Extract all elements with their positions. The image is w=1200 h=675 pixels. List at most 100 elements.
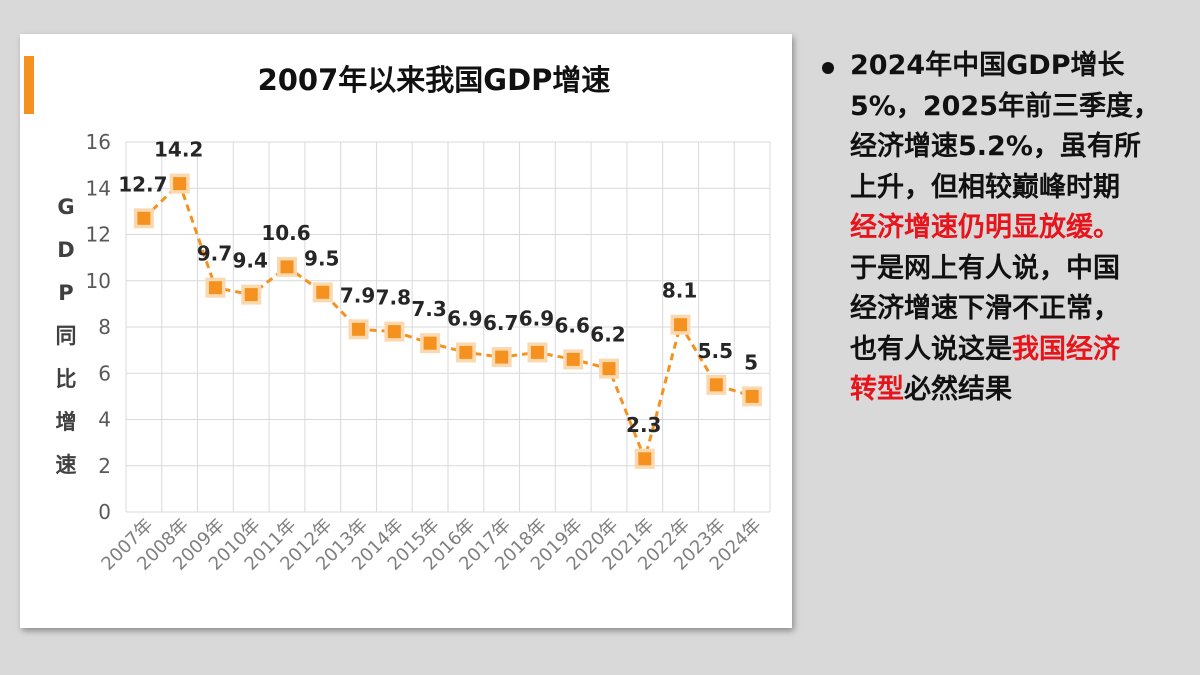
gridlines [125,141,771,513]
commentary-line: 经济增速仍明显放缓。 [850,208,1172,249]
data-point [455,342,476,363]
commentary-line: 经济增速下滑不正常， [850,289,1172,330]
data-point-marker [387,325,401,339]
data-label: 7.8 [376,286,411,310]
commentary-line: 经济增速5.2%，虽有所 [850,127,1172,168]
commentary-line: 2024年中国GDP增长 [850,46,1172,87]
chart-title: 2007年以来我国GDP增速 [258,63,611,97]
data-point-marker [674,318,688,332]
highlighted-text: 转型 [850,374,904,405]
commentary-paragraph: 2024年中国GDP增长 5%，2025年前三季度， 经济增速5.2%，虽有所 上升，… [850,46,1172,411]
y-tick-label: 12 [86,223,111,247]
highlighted-text: 经济增速仍明显放缓。 [850,212,1120,243]
data-label: 6.9 [519,306,554,330]
data-point [599,358,619,379]
data-label: 7.3 [411,297,446,321]
data-point-marker [459,345,473,359]
commentary-segment: 于是网上有人说，中国 [850,252,1120,284]
y-axis-label-char: P [58,281,73,305]
y-axis-label-char: D [57,238,74,262]
data-label: 2.3 [626,413,661,437]
accent-bar [24,56,34,114]
commentary-segment: 上升，但相较巅峰时期 [850,171,1120,203]
data-point [634,448,655,469]
data-point-marker [137,211,151,225]
data-point-marker [638,452,652,466]
data-label: 12.7 [118,172,167,196]
commentary-line: 也有人说这是我国经济 [850,330,1172,371]
data-point-marker [745,389,759,403]
data-point [706,374,727,395]
data-point-marker [602,362,616,376]
commentary-segment: 必然结果 [904,374,1012,405]
data-point-marker [566,352,580,366]
data-label: 14.2 [154,138,203,162]
data-point [742,386,763,407]
data-label: 6.7 [483,311,518,335]
y-axis-label-char: 速 [56,453,77,477]
commentary-segment: 经济增速5.2%，虽有所 [850,131,1141,162]
data-labels: 12.714.29.7 9.410.69.57.9 7.8 7.3 6.9 6.7 6.9 6… [118,138,758,437]
data-point [527,342,548,363]
y-tick-label: 8 [98,315,111,339]
data-point [384,321,405,342]
y-axis-label-char: G [57,195,74,219]
commentary-text: 2024年中国GDP增长 5%，2025年前三季度， 经济增速5.2%，虽有所 上升，… [822,46,1172,411]
data-point [563,349,584,370]
data-point-marker [709,378,723,392]
data-point [133,208,154,229]
data-point-marker [530,345,544,359]
data-label: 9.7 [197,242,232,266]
data-point-marker [316,285,330,299]
data-point-marker [280,260,294,274]
data-point-marker [495,350,509,364]
data-point [277,256,297,277]
series-line-path [142,180,753,464]
data-point [491,347,512,368]
commentary-line: 5%，2025年前三季度， [850,87,1172,128]
data-label: 7.9 [340,283,375,307]
commentary-segment: 5%，2025年前三季度， [850,90,1160,122]
y-axis-ticks: 0 2 4 6 8 10 12 14 16 [86,130,111,524]
commentary-line: 转型必然结果 [850,370,1172,411]
data-point-marker [208,281,222,295]
y-tick-label: 14 [86,176,111,200]
data-label: 6.2 [590,323,625,347]
commentary-segment: 也有人说这是 [850,333,1012,365]
data-label: 5.5 [698,339,733,363]
data-label: 6.6 [555,313,590,337]
data-point-marker [173,177,187,191]
data-label: 9.4 [233,249,268,273]
data-label: 6.9 [447,306,482,330]
data-point-marker [352,322,366,336]
data-label: 10.6 [261,221,310,245]
data-point-marker [244,288,258,302]
y-axis-label-char: 增 [56,410,77,434]
commentary-segment: 经济增速下滑不正常， [850,293,1120,324]
data-label: 8.1 [662,279,697,303]
commentary-line: 上升，但相较巅峰时期 [850,168,1172,209]
data-point [348,319,369,340]
y-tick-label: 10 [86,269,111,293]
y-tick-label: 4 [98,408,111,432]
y-axis-label-char: 同 [56,324,77,348]
x-axis-ticks: 2007年2008年2009年2010年2011年2012年2013年2014年… [97,515,765,575]
data-point [670,314,691,335]
commentary-line: 于是网上有人说，中国 [850,249,1172,290]
data-point [420,333,441,354]
data-point-marker [423,336,437,350]
y-tick-label: 2 [98,454,111,478]
data-points [133,173,763,469]
data-label: 9.5 [304,246,339,270]
y-axis-label-char: 比 [56,367,77,391]
y-tick-label: 16 [86,130,111,154]
data-point [169,173,190,194]
data-point [241,284,262,305]
data-label: 5 [744,350,758,374]
bullet-dot [822,62,834,74]
y-tick-label: 0 [98,500,111,524]
series-line [142,180,753,464]
